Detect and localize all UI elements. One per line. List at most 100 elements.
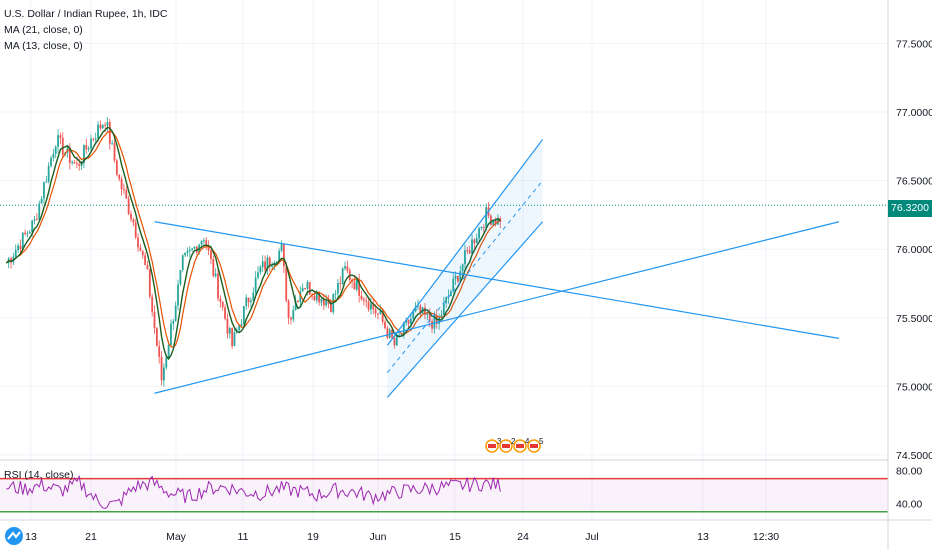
event-count: 3 bbox=[497, 437, 502, 446]
candle-body bbox=[264, 261, 266, 270]
candle-body bbox=[172, 320, 175, 324]
rsi-tick-label: 40.00 bbox=[896, 498, 922, 510]
candle-body bbox=[489, 215, 492, 225]
candle-body bbox=[358, 279, 361, 296]
x-tick-label: May bbox=[166, 531, 187, 543]
candle-body bbox=[297, 300, 299, 303]
candle-body bbox=[151, 296, 154, 312]
candle-body bbox=[426, 313, 429, 315]
candle-body bbox=[322, 298, 325, 306]
y-tick-label: 75.0000 bbox=[896, 381, 932, 393]
price-candles bbox=[7, 116, 502, 387]
candle-body bbox=[160, 356, 163, 381]
candle-body bbox=[464, 250, 466, 265]
candle-body bbox=[254, 277, 257, 293]
x-tick-label: Jun bbox=[370, 531, 387, 543]
candle-body bbox=[468, 250, 471, 254]
candle-body bbox=[212, 259, 215, 276]
candle-body bbox=[167, 345, 170, 358]
candle-body bbox=[442, 303, 445, 316]
event-marker[interactable]: 5 bbox=[527, 437, 544, 453]
candle-body bbox=[377, 313, 379, 315]
candle-body bbox=[475, 238, 478, 244]
candle-body bbox=[80, 163, 83, 166]
candle-body bbox=[177, 284, 179, 306]
candle-body bbox=[278, 250, 281, 262]
candle-body bbox=[174, 305, 177, 321]
candle-body bbox=[148, 269, 151, 297]
trendline-drawings[interactable] bbox=[154, 139, 840, 398]
channel-middle-line bbox=[386, 180, 543, 373]
candle-body bbox=[219, 298, 222, 302]
candle-body bbox=[381, 311, 384, 322]
candle-body bbox=[228, 328, 231, 334]
candle-body bbox=[165, 357, 168, 368]
candle-body bbox=[259, 267, 262, 273]
candle-body bbox=[445, 297, 448, 304]
candle-body bbox=[417, 305, 419, 307]
tradingview-logo-icon[interactable] bbox=[4, 526, 24, 546]
candle-body bbox=[47, 165, 50, 182]
candle-body bbox=[92, 138, 95, 140]
x-tick-label: 19 bbox=[307, 531, 319, 543]
candle-body bbox=[191, 248, 194, 250]
candle-body bbox=[473, 239, 476, 244]
candle-body bbox=[271, 265, 274, 267]
candle-body bbox=[374, 309, 377, 314]
candle-body bbox=[341, 268, 344, 284]
x-tick-label: 24 bbox=[517, 531, 529, 543]
candle-body bbox=[186, 250, 189, 253]
candle-body bbox=[365, 300, 368, 302]
candle-body bbox=[370, 303, 372, 310]
candle-body bbox=[398, 334, 401, 336]
x-tick-label: 21 bbox=[85, 531, 97, 543]
candle-body bbox=[268, 257, 271, 267]
candle-body bbox=[203, 240, 205, 242]
candle-body bbox=[454, 276, 457, 279]
candle-body bbox=[494, 220, 497, 225]
candle-body bbox=[125, 190, 128, 199]
candle-body bbox=[113, 143, 116, 161]
candle-body bbox=[346, 266, 349, 271]
candle-body bbox=[308, 282, 311, 295]
event-marker[interactable]: 2 bbox=[499, 437, 516, 453]
candle-body bbox=[355, 279, 358, 290]
candle-body bbox=[388, 329, 391, 338]
candle-body bbox=[179, 269, 182, 285]
rsi-tick-label: 80.00 bbox=[896, 465, 922, 477]
candle-body bbox=[334, 293, 337, 295]
chart-legend: U.S. Dollar / Indian Rupee, 1h, IDC MA (… bbox=[4, 6, 167, 54]
candle-body bbox=[78, 164, 81, 166]
candle-body bbox=[471, 239, 473, 254]
candle-body bbox=[120, 178, 123, 190]
event-marker[interactable]: 4 bbox=[513, 437, 530, 453]
candle-body bbox=[226, 318, 229, 334]
candle-body bbox=[101, 124, 104, 129]
event-marker[interactable]: 3 bbox=[485, 437, 502, 453]
y-tick-label: 76.5000 bbox=[896, 176, 932, 188]
candle-body bbox=[282, 243, 285, 267]
candle-body bbox=[118, 174, 121, 179]
candle-body bbox=[313, 295, 316, 301]
candle-body bbox=[90, 138, 92, 149]
grid bbox=[0, 0, 888, 520]
candle-body bbox=[163, 367, 165, 381]
candle-body bbox=[26, 233, 29, 235]
x-tick-label: 15 bbox=[449, 531, 461, 543]
candle-body bbox=[111, 143, 114, 145]
candle-body bbox=[304, 287, 306, 289]
candle-body bbox=[337, 282, 339, 294]
candle-body bbox=[43, 182, 45, 199]
candle-body bbox=[386, 328, 389, 338]
candle-body bbox=[188, 249, 191, 251]
candle-body bbox=[449, 291, 452, 297]
x-tick-label: 12:30 bbox=[753, 531, 779, 543]
candle-body bbox=[137, 237, 139, 248]
candle-body bbox=[325, 301, 328, 306]
candle-body bbox=[252, 292, 255, 301]
candle-body bbox=[409, 318, 412, 324]
candle-body bbox=[261, 261, 264, 268]
